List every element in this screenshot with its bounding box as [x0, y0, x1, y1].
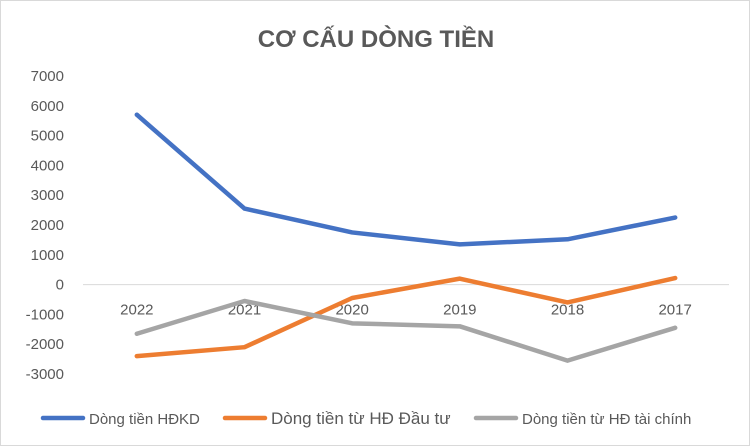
series-2-point [134, 354, 139, 359]
y-axis-tick-labels: 7000 6000 5000 4000 3000 2000 1000 0 -1000 -2000 -… [26, 68, 64, 383]
series-1-point [350, 230, 355, 235]
series-line-2 [134, 275, 678, 359]
series-2-point [242, 345, 247, 350]
series-1-point [134, 112, 139, 117]
y-tick-label: 7000 [31, 68, 64, 85]
series-1-point [457, 242, 462, 247]
y-tick-label: 1000 [31, 247, 64, 264]
y-tick-label: 5000 [31, 128, 64, 145]
series-3-point [242, 298, 247, 303]
series-3-point [457, 324, 462, 329]
series-3-point [134, 331, 139, 336]
series-1-point [673, 215, 678, 220]
legend: Dòng tiền HĐKD Dòng tiền từ HĐ Đầu tư Dòng… [40, 409, 691, 428]
x-tick-label: 2022 [120, 302, 153, 319]
x-axis-tick-labels: 2022 2021 2020 2019 2018 2017 [120, 302, 692, 319]
x-tick-label: 2020 [335, 302, 368, 319]
y-tick-label: -1000 [26, 306, 64, 323]
y-tick-label: 2000 [31, 217, 64, 234]
series-layer [134, 112, 678, 363]
series-3-point [565, 358, 570, 363]
y-tick-label: 0 [56, 277, 64, 294]
x-tick-label: 2019 [443, 302, 476, 319]
chart-title: CƠ CẤU DÒNG TIỀN [258, 25, 494, 53]
series-line-3 [134, 298, 678, 363]
y-tick-label: 4000 [31, 157, 64, 174]
y-tick-label: 3000 [31, 187, 64, 204]
y-tick-label: -2000 [26, 336, 64, 353]
legend-label-1: Dòng tiền HĐKD [89, 411, 200, 428]
series-1-point [565, 237, 570, 242]
series-line-1 [134, 112, 678, 247]
y-tick-label: 6000 [31, 98, 64, 115]
series-1-point [242, 206, 247, 211]
legend-label-2: Dòng tiền từ HĐ Đầu tư [271, 409, 451, 428]
x-tick-label: 2017 [658, 302, 691, 319]
series-3-point [673, 325, 678, 330]
y-tick-label: -3000 [26, 366, 64, 383]
series-2-point [565, 300, 570, 305]
series-2-point [350, 296, 355, 301]
series-2-point [457, 276, 462, 281]
series-3-point [350, 321, 355, 326]
legend-label-3: Dòng tiền từ HĐ tài chính [522, 411, 691, 428]
x-tick-label: 2018 [551, 302, 584, 319]
series-2-point [673, 276, 678, 281]
